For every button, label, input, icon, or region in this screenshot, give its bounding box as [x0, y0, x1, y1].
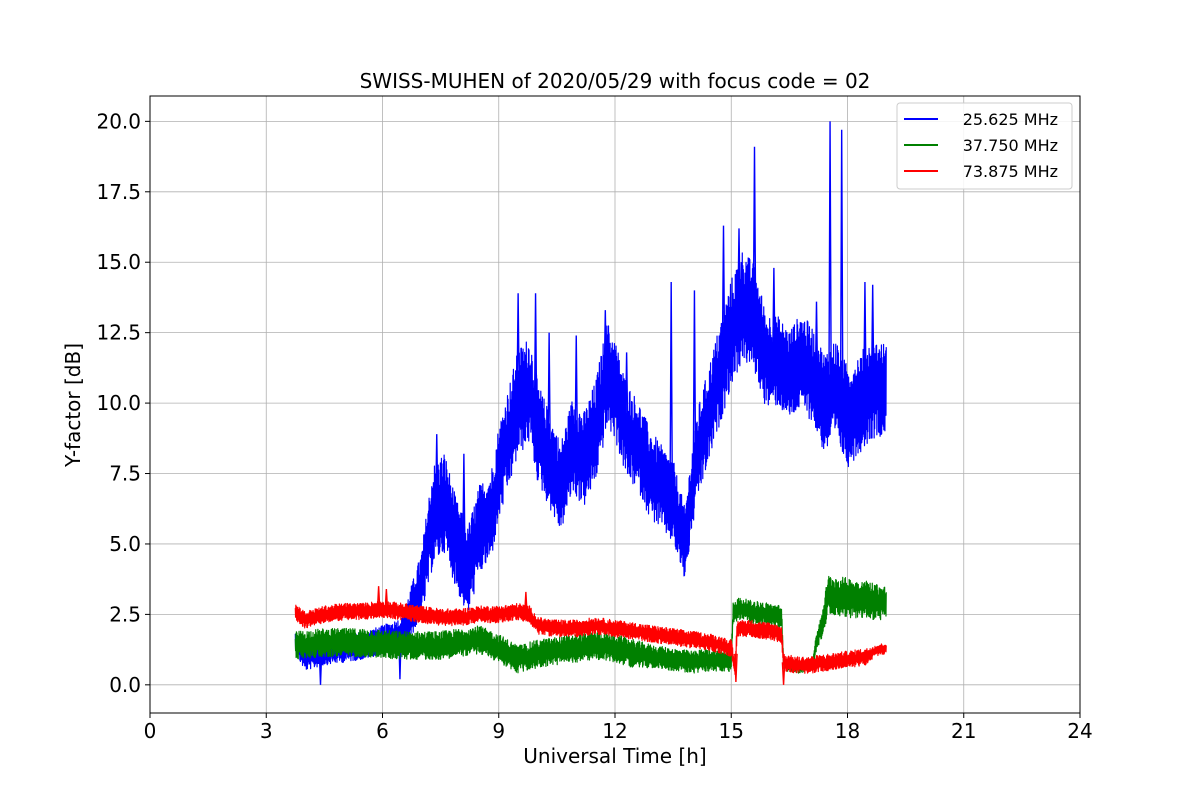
- x-tick-label: 6: [376, 719, 389, 743]
- y-axis-ticks: 0.0 2.5 5.0 7.5 10.0 12.5 15.0 17.5 20.0: [96, 109, 150, 697]
- legend-label: 73.875 MHz: [963, 162, 1058, 181]
- y-tick-label: 10.0: [96, 391, 141, 415]
- chart-title: SWISS-MUHEN of 2020/05/29 with focus cod…: [360, 69, 871, 93]
- x-tick-label: 24: [1067, 719, 1092, 743]
- x-axis-label: Universal Time [h]: [523, 744, 706, 768]
- series-spike: [669, 281, 674, 500]
- series-1-trace: [294, 121, 887, 685]
- series-spike: [781, 662, 786, 685]
- y-tick-label: 15.0: [96, 250, 141, 274]
- series-3-trace: [294, 586, 887, 685]
- y-tick-label: 7.5: [109, 462, 141, 486]
- y-tick-label: 0.0: [109, 673, 141, 697]
- x-axis-ticks: 0 3 6 9 12 15 18 21 24: [144, 713, 1093, 743]
- series-spike: [624, 352, 629, 432]
- series-spike: [828, 121, 832, 397]
- series-spike: [839, 129, 844, 404]
- series-spike: [524, 591, 528, 614]
- legend-box: [896, 102, 1073, 190]
- series-layer: [294, 121, 887, 685]
- series-spike: [384, 588, 389, 610]
- series-spike: [772, 267, 776, 361]
- series-spike: [318, 652, 323, 685]
- y-tick-label: 2.5: [109, 602, 141, 626]
- legend-label: 37.750 MHz: [963, 136, 1058, 155]
- series-spike: [737, 228, 741, 314]
- legend: 25.625 MHz 37.750 MHz 73.875 MHz: [896, 102, 1073, 190]
- series-spike: [870, 284, 875, 390]
- x-tick-label: 15: [719, 719, 744, 743]
- series-spike: [547, 332, 551, 460]
- y-tick-label: 12.5: [96, 321, 141, 345]
- series-spike: [516, 293, 520, 404]
- x-tick-label: 9: [492, 719, 505, 743]
- series-line: [294, 600, 887, 675]
- series-spike: [603, 310, 608, 385]
- x-tick-label: 12: [602, 719, 627, 743]
- series-spike: [533, 293, 538, 421]
- series-spike: [574, 335, 579, 451]
- y-tick-label: 20.0: [96, 109, 141, 133]
- y-tick-label: 17.5: [96, 180, 141, 204]
- legend-entries: 25.625 MHz 37.750 MHz 73.875 MHz: [904, 110, 1058, 181]
- series-spike: [814, 301, 819, 385]
- series-spike: [721, 225, 726, 361]
- y-tick-label: 5.0: [109, 532, 141, 556]
- series-spike: [692, 290, 697, 474]
- series-spike: [376, 586, 381, 610]
- x-tick-label: 3: [260, 719, 273, 743]
- x-tick-label: 21: [951, 719, 976, 743]
- series-spike: [734, 653, 738, 683]
- series-spike: [863, 281, 867, 397]
- legend-label: 25.625 MHz: [963, 110, 1058, 129]
- series-spike: [434, 434, 439, 512]
- x-tick-label: 18: [835, 719, 860, 743]
- x-tick-label: 0: [144, 719, 157, 743]
- series-spike: [462, 453, 466, 563]
- y-axis-label: Y-factor [dB]: [61, 343, 85, 468]
- series-spike: [752, 146, 757, 319]
